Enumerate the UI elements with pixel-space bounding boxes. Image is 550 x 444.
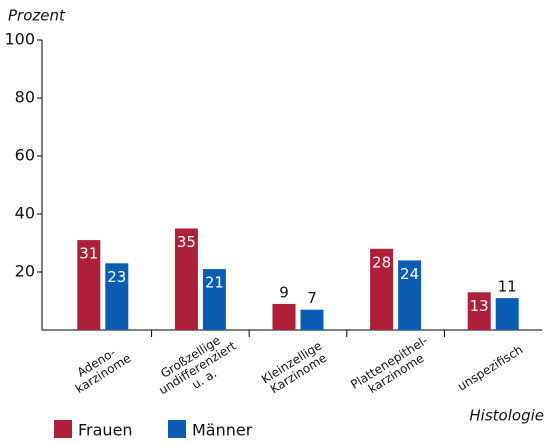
x-tick-label-group: Großzelligeundifferenziertu. a.	[149, 327, 245, 408]
bar	[370, 248, 394, 330]
bar	[77, 240, 101, 330]
value-label: 7	[307, 289, 317, 307]
y-tick-label: 40	[15, 204, 35, 223]
bar	[105, 263, 129, 330]
x-tick-label-group: Adeno-karzinome	[66, 340, 134, 396]
value-label: 13	[470, 297, 489, 315]
value-label: 24	[400, 265, 419, 283]
value-label: 31	[79, 245, 98, 263]
value-label: 21	[205, 274, 224, 292]
x-axis-label: Histologie	[469, 407, 544, 425]
bar	[495, 298, 519, 330]
x-tick-label-group: KleinzelligeKarzinome	[259, 338, 331, 397]
bar	[272, 303, 296, 330]
value-label: 23	[107, 268, 126, 286]
x-tick-label: unspezifisch	[455, 342, 525, 393]
x-tick-label: Adeno-karzinome	[66, 340, 133, 396]
y-axis-label: Prozent	[8, 7, 66, 25]
bar	[398, 260, 422, 330]
x-tick-label: KleinzelligeKarzinome	[259, 338, 331, 397]
bar	[202, 269, 226, 330]
y-tick-label: 100	[4, 30, 35, 49]
bar	[467, 292, 491, 330]
x-tick-label-group: unspezifisch	[455, 342, 525, 393]
legend-swatch	[168, 420, 186, 438]
y-tick-label: 80	[15, 88, 35, 107]
value-label: 35	[177, 233, 196, 251]
value-label: 9	[279, 283, 289, 301]
x-tick-label: Plattenepithel-karzinome	[348, 333, 437, 403]
bar	[300, 309, 324, 330]
legend-label: Frauen	[78, 421, 133, 440]
value-label: 11	[498, 278, 517, 296]
bar	[174, 228, 198, 330]
x-tick-label: Großzelligeundifferenziertu. a.	[149, 327, 245, 408]
legend-label: Männer	[192, 421, 253, 440]
y-tick-label: 20	[15, 262, 35, 281]
y-tick-label: 60	[15, 146, 35, 165]
x-tick-label-group: Plattenepithel-karzinome	[348, 333, 437, 403]
value-label: 28	[372, 253, 391, 271]
legend-swatch	[54, 420, 72, 438]
